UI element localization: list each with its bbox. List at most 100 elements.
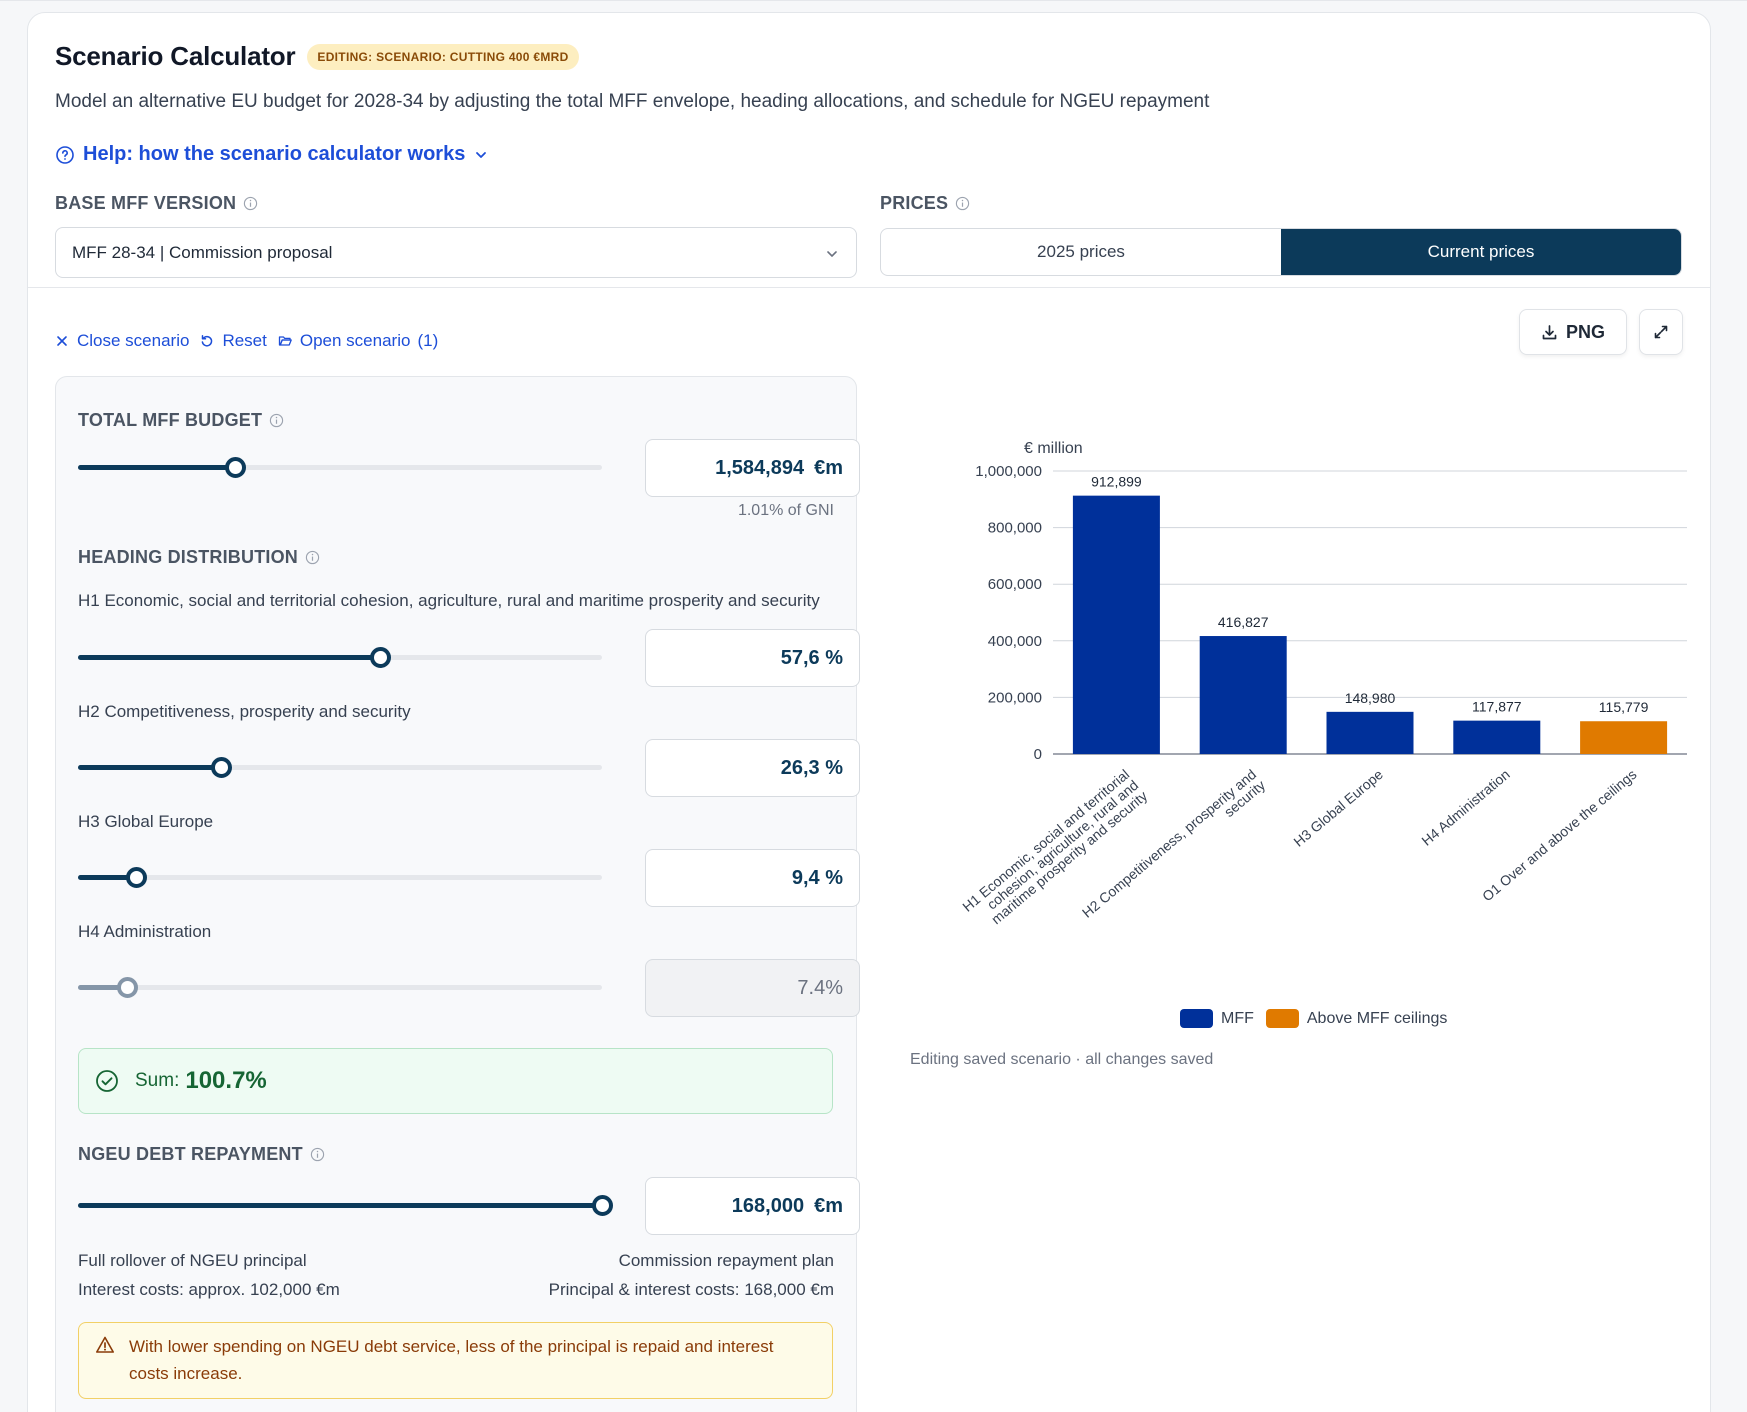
heading-h2-input[interactable]: 26,3 %	[645, 739, 860, 797]
ngeu-warning: With lower spending on NGEU debt service…	[78, 1322, 833, 1399]
open-scenario-count: (1)	[417, 331, 439, 350]
heading-h1-slider[interactable]	[78, 647, 602, 668]
calculator-card: Scenario Calculator EDITING: SCENARIO: C…	[27, 12, 1711, 1412]
gni-note: 1.01% of GNI	[737, 502, 834, 519]
slider-handle[interactable]	[125, 867, 147, 888]
price-option-current[interactable]: Current prices	[1281, 229, 1681, 275]
chevron-down-icon	[827, 251, 837, 257]
heading-h3-slider[interactable]	[78, 867, 602, 888]
info-icon[interactable]	[269, 413, 284, 428]
y-tick-label: 1,000,000	[975, 463, 1042, 480]
slider-fill	[78, 465, 236, 470]
help-link-label[interactable]: Help: how the scenario calculator works	[83, 143, 466, 165]
prices-label-text: PRICES	[880, 193, 949, 213]
x-tick-label-line: O1 Over and above the ceilings	[1479, 766, 1640, 904]
x-tick-label-line: H3 Global Europe	[1290, 766, 1386, 850]
sum-label: Sum:	[135, 1070, 180, 1091]
slider-handle[interactable]	[210, 757, 232, 778]
reset-label: Reset	[222, 331, 267, 350]
bar	[1326, 711, 1414, 754]
heading-h4-readonly: 7.4%	[645, 959, 860, 1017]
reset-icon	[202, 335, 213, 347]
info-icon[interactable]	[955, 196, 970, 211]
slider-handle[interactable]	[592, 1195, 613, 1216]
controls-panel: TOTAL MFF BUDGET 1,584,894 €m 1.01% of G…	[55, 376, 860, 1412]
heading-h1-input[interactable]: 57,6 %	[645, 629, 860, 687]
bar-value-label: 117,877	[1472, 699, 1522, 715]
slider-fill	[78, 655, 380, 660]
bar-value-label: 115,779	[1599, 699, 1649, 715]
info-icon[interactable]	[243, 196, 258, 211]
y-tick-label: 800,000	[988, 520, 1042, 537]
bar	[1072, 495, 1160, 754]
heading-h2-slider[interactable]	[78, 757, 602, 778]
ngeu-min-note: Interest costs: approx. 102,000 €m	[78, 1280, 340, 1299]
bar	[1199, 636, 1287, 754]
slider-fill	[78, 1203, 602, 1208]
total-budget-label: TOTAL MFF BUDGET	[78, 410, 284, 431]
info-icon[interactable]	[305, 550, 320, 565]
fullscreen-button[interactable]	[1639, 309, 1683, 355]
ngeu-value: 168,000	[731, 1194, 805, 1217]
total-budget-value: 1,584,894	[715, 456, 805, 479]
heading-h3-input[interactable]: 9,4 %	[645, 849, 860, 907]
bar-value-label: 912,899	[1091, 474, 1142, 490]
ngeu-slider[interactable]	[78, 1195, 613, 1216]
slider-fill	[78, 985, 127, 990]
reset-button[interactable]: Reset	[200, 331, 267, 351]
close-scenario-button[interactable]: Close scenario	[55, 331, 189, 351]
heading-h4-value: 7.4%	[797, 976, 843, 999]
info-icon[interactable]	[310, 1147, 325, 1162]
prices-label: PRICES	[880, 193, 970, 214]
open-scenario-label: Open scenario	[299, 331, 411, 350]
legend-item-mff[interactable]: MFF	[1180, 1009, 1254, 1028]
sum-value: 100.7%	[185, 1067, 267, 1094]
ngeu-min-title: Full rollover of NGEU principal	[78, 1251, 307, 1270]
y-tick-label: 200,000	[988, 689, 1042, 706]
y-tick-label: 600,000	[988, 576, 1042, 593]
ngeu-warning-text: With lower spending on NGEU debt service…	[129, 1337, 774, 1383]
legend-item-above[interactable]: Above MFF ceilings	[1265, 1009, 1447, 1028]
open-scenario-button[interactable]: Open scenario (1)	[278, 331, 438, 351]
heading-h3-label: H3 Global Europe	[78, 812, 214, 831]
base-version-select[interactable]: MFF 28-34 | Commission proposal	[55, 227, 857, 278]
save-status: Editing saved scenario · all changes sav…	[910, 1051, 1214, 1068]
heading-h2-label: H2 Competitiveness, prosperity and secur…	[78, 702, 411, 721]
total-budget-input[interactable]: 1,584,894 €m	[645, 439, 860, 497]
bar-value-label: 416,827	[1218, 614, 1269, 630]
slider-fill	[78, 765, 221, 770]
heading-h1-value: 57,6 %	[780, 646, 843, 669]
heading-h1-label: H1 Economic, social and territorial cohe…	[78, 591, 820, 610]
ngeu-input[interactable]: 168,000 €m	[645, 1177, 860, 1235]
heading-allocation-chart: € million 0 200,000 400,000 600,000 800,000 1,…	[959, 440, 1687, 936]
price-option-2025[interactable]: 2025 prices	[1037, 242, 1125, 261]
title-row: Scenario Calculator EDITING: SCENARIO: C…	[55, 41, 579, 72]
section-divider	[28, 287, 1710, 288]
base-version-value: MFF 28-34 | Commission proposal	[72, 242, 333, 262]
heading-distribution-label-text: HEADING DISTRIBUTION	[78, 547, 298, 567]
y-tick-label: 400,000	[988, 633, 1042, 650]
export-png-button[interactable]: PNG	[1519, 309, 1627, 355]
folder-open-icon	[278, 336, 292, 346]
prices-toggle: 2025 prices Current prices	[880, 228, 1682, 276]
base-version-label: BASE MFF VERSION	[55, 193, 258, 214]
total-budget-slider[interactable]	[78, 457, 602, 478]
x-tick-label: H1 Economic, social and territorialcohes…	[959, 766, 1150, 936]
ngeu-label-text: NGEU DEBT REPAYMENT	[78, 1144, 303, 1164]
slider-handle[interactable]	[369, 647, 391, 668]
x-tick-label: H3 Global Europe	[1290, 766, 1386, 850]
ngeu-label: NGEU DEBT REPAYMENT	[78, 1144, 325, 1165]
heading-distribution-label: HEADING DISTRIBUTION	[78, 547, 320, 568]
legend-label-mff: MFF	[1221, 1009, 1254, 1027]
chart-legend: MFF Above MFF ceilings	[1180, 1009, 1459, 1028]
legend-swatch-above	[1265, 1009, 1299, 1028]
export-png-label: PNG	[1565, 321, 1605, 342]
help-toggle[interactable]: Help: how the scenario calculator works	[55, 143, 489, 166]
warning-icon	[96, 1336, 114, 1353]
slider-fill	[78, 875, 136, 880]
slider-handle[interactable]	[225, 457, 247, 478]
x-tick-label-line: H4 Administration	[1418, 766, 1512, 849]
chevron-down-icon	[476, 151, 487, 158]
top-border	[0, 0, 1747, 1]
ngeu-max-title: Commission repayment plan	[618, 1251, 834, 1270]
